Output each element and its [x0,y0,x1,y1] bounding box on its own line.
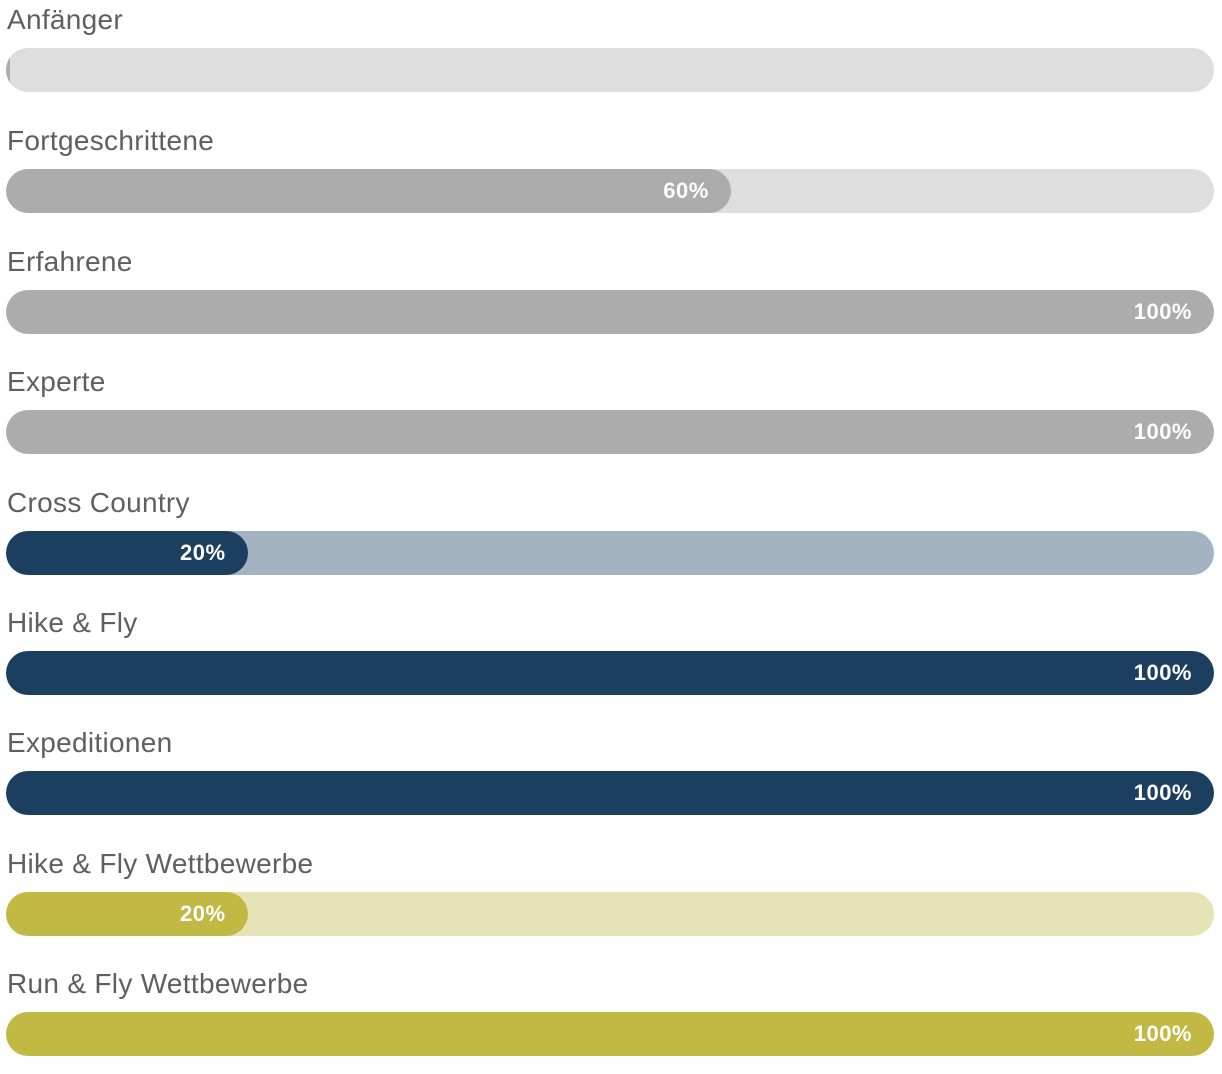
skill-label: Erfahrene [7,246,133,277]
progress-track: 100% [6,771,1214,815]
progress-percent: 100% [1133,660,1192,685]
progress-percent: 20% [180,901,226,926]
progress-track: 100% [6,1012,1214,1056]
skill-item: Experte 100% [6,362,1214,472]
skill-label: Expeditionen [7,727,173,758]
progress-fill: 100% [6,651,1214,695]
progress-percent: 20% [180,540,226,565]
skill-item: Hike & Fly 100% [6,603,1214,713]
progress-fill: 100% [6,410,1214,454]
skill-label: Cross Country [7,487,190,518]
progress-track [6,48,1214,92]
skill-item: Fortgeschrittene 60% [6,121,1214,231]
progress-fill: 20% [6,531,248,575]
skill-item: Cross Country 20% [6,483,1214,593]
skill-item: Erfahrene 100% [6,242,1214,352]
skill-item: Run & Fly Wettbewerbe 100% [6,964,1214,1074]
progress-fill: 20% [6,892,248,936]
progress-track: 100% [6,410,1214,454]
skill-label: Fortgeschrittene [7,125,215,156]
skill-label: Hike & Fly Wettbewerbe [7,848,314,879]
progress-percent: 100% [1133,1021,1192,1046]
progress-track: 20% [6,892,1214,936]
progress-track: 60% [6,169,1214,213]
skill-item: Hike & Fly Wettbewerbe 20% [6,844,1214,954]
progress-fill: 100% [6,1012,1214,1056]
progress-percent: 100% [1133,780,1192,805]
skill-label: Anfänger [7,4,124,35]
progress-percent: 100% [1133,419,1192,444]
progress-fill: 60% [6,169,731,213]
progress-track: 100% [6,651,1214,695]
progress-percent: 60% [663,178,709,203]
skill-item: Anfänger [6,0,1214,110]
progress-percent: 100% [1133,299,1192,324]
progress-fill: 100% [6,771,1214,815]
progress-track: 100% [6,290,1214,334]
skill-item: Expeditionen 100% [6,723,1214,833]
progress-fill: 100% [6,290,1214,334]
skill-label: Hike & Fly [7,607,138,638]
progress-fill [6,48,10,92]
skill-label: Run & Fly Wettbewerbe [7,968,309,999]
skill-label: Experte [7,366,106,397]
progress-track: 20% [6,531,1214,575]
